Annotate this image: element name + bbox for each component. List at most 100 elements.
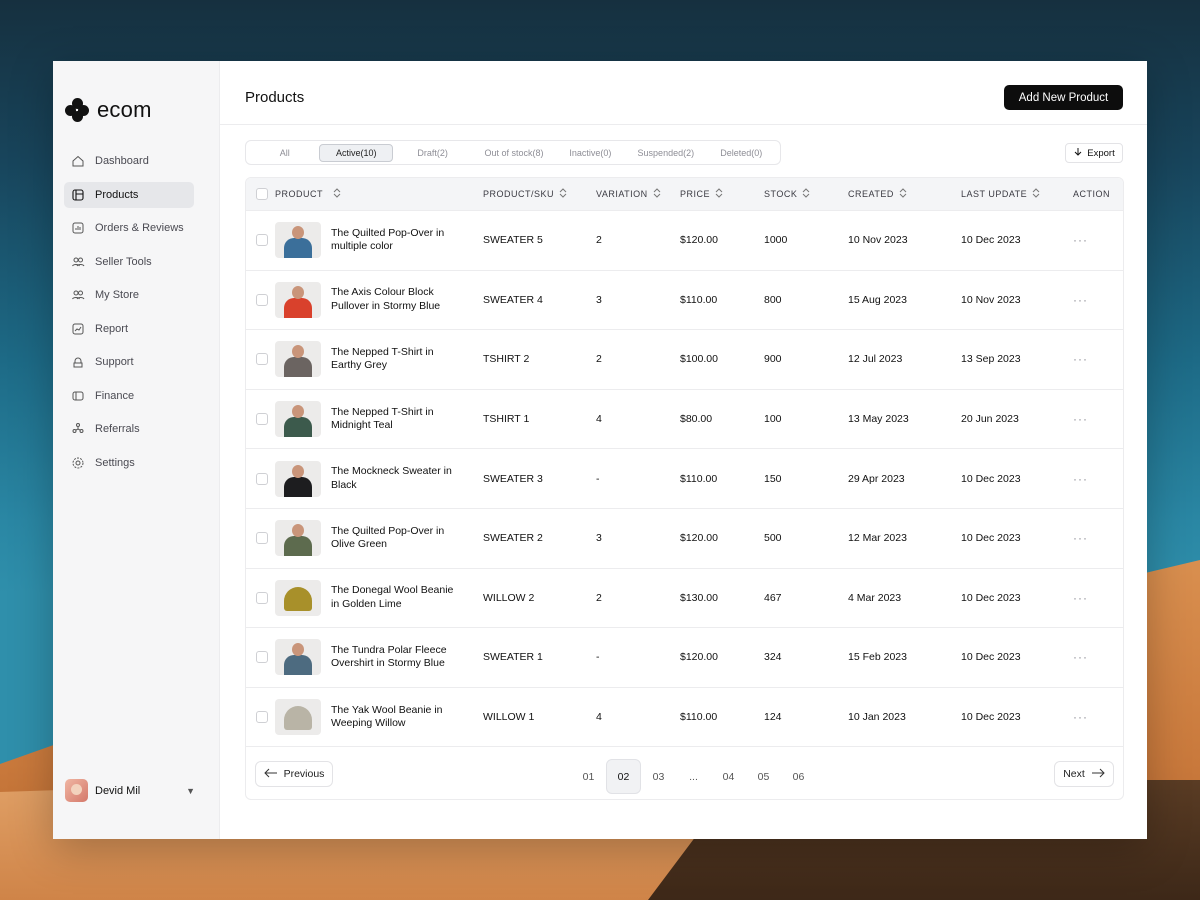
- sidebar-item-label: Dashboard: [95, 155, 149, 167]
- row-select-cell: [246, 413, 275, 426]
- sidebar-item-label: Settings: [95, 456, 135, 469]
- column-header[interactable]: VARIATION: [596, 188, 680, 200]
- column-header[interactable]: PRODUCT/SKU: [483, 188, 596, 200]
- export-button[interactable]: Export: [1065, 143, 1123, 163]
- price: $110.00: [680, 293, 718, 306]
- product-cell[interactable]: The Quilted Pop-Over in multiple color: [275, 222, 483, 259]
- product-cell[interactable]: The Donegal Wool Beanie in Golden Lime: [275, 579, 483, 616]
- product-cell[interactable]: The Nepped T-Shirt in Midnight Teal: [275, 401, 483, 438]
- stock-count: 100: [764, 413, 782, 426]
- product-thumbnail: [275, 222, 321, 259]
- products-table: PRODUCT PRODUCT/SKU VARIATION PRICE STOCK CRE…: [245, 177, 1124, 800]
- product-cell[interactable]: The Nepped T-Shirt in Earthy Grey: [275, 341, 483, 378]
- product-name: The Mockneck Sweater in Black: [331, 465, 452, 491]
- column-header[interactable]: CREATED: [848, 188, 961, 200]
- product-thumbnail: [275, 699, 321, 736]
- filter-tab-all[interactable]: All: [279, 147, 290, 158]
- product-cell[interactable]: The Quilted Pop-Over in Olive Green: [275, 520, 483, 557]
- user-menu[interactable]: Devid Mil ▼: [65, 779, 195, 802]
- stock-count: 800: [764, 293, 782, 306]
- page-number[interactable]: 06: [792, 770, 805, 783]
- filter-tab-active[interactable]: Active(10): [319, 143, 393, 162]
- row-checkbox[interactable]: [256, 293, 268, 306]
- sidebar-item-support[interactable]: Support: [64, 349, 194, 375]
- action-cell: ···: [1073, 472, 1123, 486]
- variation-count: 4: [596, 711, 602, 724]
- product-name: The Axis Colour Block Pullover in Stormy…: [331, 286, 441, 312]
- table-row: The Axis Colour Block Pullover in Stormy…: [246, 271, 1123, 331]
- select-all-checkbox[interactable]: [256, 188, 268, 200]
- table-row: The Yak Wool Beanie in Weeping Willow WIL…: [246, 688, 1123, 748]
- action-cell: ···: [1073, 412, 1123, 426]
- column-header[interactable]: PRODUCT: [275, 188, 483, 200]
- action-cell: ···: [1073, 352, 1123, 366]
- add-new-product-button[interactable]: Add New Product: [1004, 85, 1123, 110]
- filter-tab-deleted[interactable]: Deleted(0): [720, 147, 763, 158]
- page-number[interactable]: 01: [582, 770, 595, 783]
- page-number[interactable]: 03: [652, 770, 665, 783]
- page-number[interactable]: 04: [722, 770, 735, 783]
- sidebar-item-settings[interactable]: Settings: [64, 450, 194, 476]
- more-actions-icon[interactable]: ···: [1073, 352, 1088, 367]
- filter-tab-out-of-stock[interactable]: Out of stock(8): [484, 147, 544, 158]
- variation-count: 3: [596, 293, 602, 306]
- next-label: Next: [1063, 768, 1085, 781]
- last-update-date: 10 Dec 2023: [961, 591, 1021, 604]
- filter-tab-inactive[interactable]: Inactive(0): [569, 147, 612, 158]
- sidebar-item-dashboard[interactable]: Dashboard: [64, 148, 194, 174]
- more-actions-icon[interactable]: ···: [1073, 412, 1088, 427]
- more-actions-icon[interactable]: ···: [1073, 233, 1088, 248]
- sidebar-item-seller-tools[interactable]: Seller Tools: [64, 249, 194, 275]
- last-update-date: 10 Dec 2023: [961, 711, 1021, 724]
- product-cell[interactable]: The Yak Wool Beanie in Weeping Willow: [275, 699, 483, 736]
- product-sku: TSHIRT 2: [483, 353, 530, 366]
- sidebar-item-report[interactable]: Report: [64, 316, 194, 342]
- variation-count: 2: [596, 591, 602, 604]
- row-checkbox[interactable]: [256, 234, 268, 247]
- sort-icon: [653, 188, 661, 200]
- column-header[interactable]: PRICE: [680, 188, 764, 200]
- row-checkbox[interactable]: [256, 472, 268, 485]
- more-actions-icon[interactable]: ···: [1073, 650, 1088, 665]
- product-cell[interactable]: The Tundra Polar Fleece Overshirt in Sto…: [275, 639, 483, 676]
- more-actions-icon[interactable]: ···: [1073, 531, 1088, 546]
- table-row: The Quilted Pop-Over in Olive Green SWEAT…: [246, 509, 1123, 569]
- sidebar-item-finance[interactable]: Finance: [64, 383, 194, 409]
- sidebar-item-products[interactable]: Products: [64, 181, 194, 208]
- home-icon: [71, 154, 85, 168]
- row-checkbox[interactable]: [256, 651, 268, 664]
- sidebar-item-my-store[interactable]: My Store: [64, 282, 194, 308]
- row-checkbox[interactable]: [256, 591, 268, 604]
- more-actions-icon[interactable]: ···: [1073, 471, 1088, 486]
- next-button[interactable]: Next: [1054, 761, 1114, 788]
- filter-tab-suspended[interactable]: Suspended(2): [637, 147, 695, 158]
- row-checkbox[interactable]: [256, 532, 268, 545]
- created-date: 13 May 2023: [848, 413, 909, 426]
- product-cell[interactable]: The Mockneck Sweater in Black: [275, 460, 483, 497]
- page-number[interactable]: 05: [757, 770, 770, 783]
- row-checkbox[interactable]: [256, 711, 268, 724]
- column-header[interactable]: STOCK: [764, 188, 848, 200]
- logo[interactable]: ecom: [65, 97, 152, 123]
- price: $80.00: [680, 413, 713, 426]
- sidebar-item-orders-reviews[interactable]: Orders & Reviews: [64, 215, 194, 241]
- column-header: ACTION: [1073, 189, 1123, 199]
- row-checkbox[interactable]: [256, 353, 268, 366]
- stock-count: 467: [764, 591, 782, 604]
- last-update-date: 10 Dec 2023: [961, 234, 1021, 247]
- page-number[interactable]: 02: [606, 759, 641, 795]
- more-actions-icon[interactable]: ···: [1073, 710, 1088, 725]
- created-date: 12 Jul 2023: [848, 353, 903, 366]
- sidebar-item-referrals[interactable]: Referrals: [64, 416, 194, 442]
- more-actions-icon[interactable]: ···: [1073, 590, 1088, 605]
- table-row: The Nepped T-Shirt in Earthy Grey TSHIRT …: [246, 330, 1123, 390]
- row-checkbox[interactable]: [256, 413, 268, 426]
- sidebar-nav: Dashboard Products Orders & Reviews Seller …: [64, 148, 194, 483]
- previous-button[interactable]: Previous: [255, 761, 333, 788]
- more-actions-icon[interactable]: ···: [1073, 292, 1088, 307]
- row-select-cell: [246, 293, 275, 306]
- column-header[interactable]: LAST UPDATE: [961, 188, 1073, 200]
- previous-label: Previous: [283, 768, 325, 781]
- product-cell[interactable]: The Axis Colour Block Pullover in Stormy…: [275, 281, 483, 318]
- filter-tab-draft[interactable]: Draft(2): [417, 147, 448, 158]
